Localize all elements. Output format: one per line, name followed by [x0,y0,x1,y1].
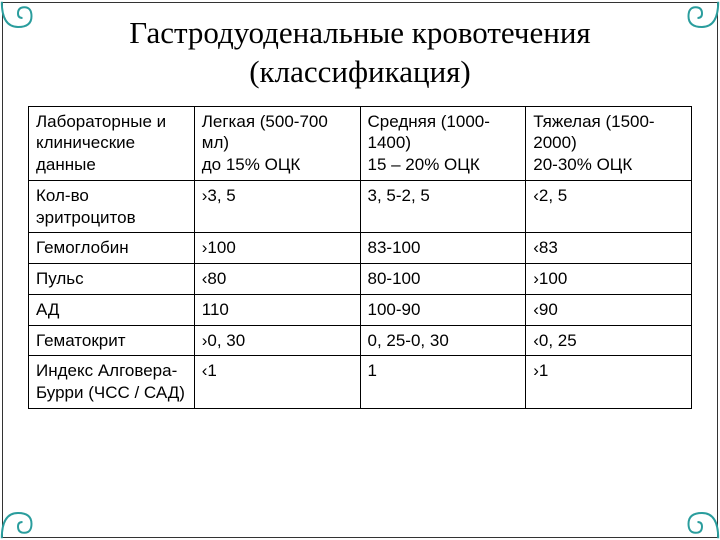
table-cell: Гематокрит [29,325,195,356]
table-cell: 83-100 [360,233,526,264]
table-cell: Гемоглобин [29,233,195,264]
corner-swirl-top-left [0,0,45,45]
table-cell: ‹2, 5 [526,180,692,233]
table-cell: ‹0, 25 [526,325,692,356]
corner-swirl-bottom-left [0,495,45,540]
table-row: Пульс ‹80 80-100 ›100 [29,264,692,295]
table-header-row: Лабораторные и клинические данные Легкая… [29,106,692,180]
table-cell: ‹90 [526,294,692,325]
table-cell: 80-100 [360,264,526,295]
header-cell: Легкая (500-700 мл)до 15% ОЦК [194,106,360,180]
table-cell: ›1 [526,356,692,409]
table-cell: 110 [194,294,360,325]
table-row: АД 110 100-90 ‹90 [29,294,692,325]
table-cell: 0, 25-0, 30 [360,325,526,356]
table-cell: ‹1 [194,356,360,409]
table-row: Гемоглобин ›100 83-100 ‹83 [29,233,692,264]
header-cell: Лабораторные и клинические данные [29,106,195,180]
header-cell: Тяжелая (1500-2000)20-30% ОЦК [526,106,692,180]
classification-table-wrap: Лабораторные и клинические данные Легкая… [0,102,720,409]
table-cell: ‹80 [194,264,360,295]
corner-swirl-top-right [675,0,720,45]
table-cell: Кол-во эритроцитов [29,180,195,233]
slide-title: Гастродуоденальные кровотечения (классиф… [0,0,720,102]
classification-table: Лабораторные и клинические данные Легкая… [28,106,692,409]
table-cell: Индекс Алговера-Бурри (ЧСС / САД) [29,356,195,409]
table-cell: ›100 [194,233,360,264]
table-cell: 1 [360,356,526,409]
table-cell: 3, 5-2, 5 [360,180,526,233]
table-cell: ‹83 [526,233,692,264]
table-cell: Пульс [29,264,195,295]
header-cell: Средняя (1000-1400)15 – 20% ОЦК [360,106,526,180]
table-cell: ›0, 30 [194,325,360,356]
table-row: Кол-во эритроцитов ›3, 5 3, 5-2, 5 ‹2, 5 [29,180,692,233]
corner-swirl-bottom-right [675,495,720,540]
table-cell: ›3, 5 [194,180,360,233]
table-row: Индекс Алговера-Бурри (ЧСС / САД) ‹1 1 ›… [29,356,692,409]
table-cell: АД [29,294,195,325]
table-row: Гематокрит ›0, 30 0, 25-0, 30 ‹0, 25 [29,325,692,356]
table-cell: ›100 [526,264,692,295]
table-cell: 100-90 [360,294,526,325]
